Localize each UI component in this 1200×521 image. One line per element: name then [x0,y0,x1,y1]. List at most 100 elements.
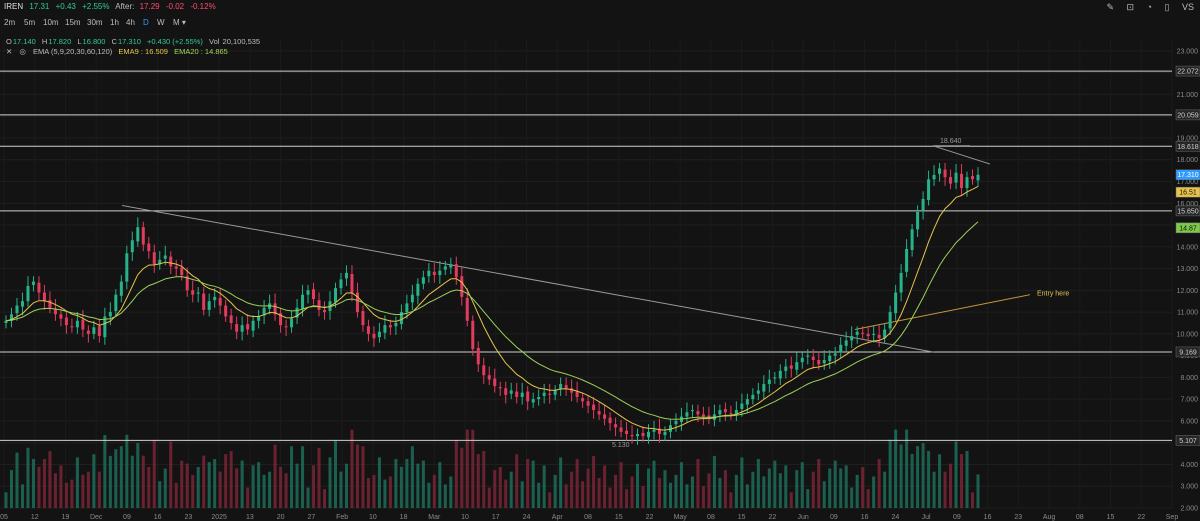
timeframe-w[interactable]: W [157,18,165,27]
volume-bar [740,457,744,508]
candle-body [158,259,162,265]
volume-bar [872,476,876,508]
candle-body [553,390,557,395]
volume-bar [663,470,667,508]
timeframe-10m[interactable]: 10m [43,18,59,27]
volume-bar [570,471,574,508]
volume-bar [531,460,535,508]
candle-body [619,427,623,432]
timeframe-2m[interactable]: 2m [4,18,16,27]
price-tag-label: 5.107 [1179,438,1197,445]
volume-bar [262,474,266,508]
volume-bar [9,470,14,508]
candle-body [399,312,403,325]
ticker-symbol[interactable]: IREN [4,2,24,11]
x-tick-label: 09 [123,514,131,521]
volume-bar [191,474,195,508]
volume-bar [81,474,85,508]
candle-body [20,301,24,307]
compare-icon[interactable]: VS [1181,2,1194,12]
candle-body [504,388,508,395]
volume-bar [416,463,420,508]
candle-body [674,420,678,425]
candle-body [37,282,41,293]
candle-body [26,285,30,302]
candle-body [224,305,228,317]
volume-bar [344,463,348,508]
alert-icon[interactable]: ◔ [1146,2,1152,12]
candle-body [235,324,239,332]
x-tick-label: 08 [1076,514,1084,521]
candle-body [114,294,118,312]
y-tick-label: 19.000 [1177,135,1199,142]
candle-body [240,325,244,332]
candle-body [608,417,612,424]
candle-body [202,293,206,310]
candle-body [103,316,107,338]
price-tag [1175,205,1200,217]
volume-bar [366,477,370,508]
change-readout: +0.430 (+2.55%) [147,37,203,46]
volume-bar [927,450,931,508]
candle-body [597,411,601,415]
candle-body [740,403,744,409]
volume-bar [839,468,843,508]
close-label: C [111,37,117,46]
pencil-icon[interactable]: ✎ [1106,2,1114,12]
volume-bar [504,479,508,508]
volume-bar [685,484,689,508]
candle-body [257,316,261,321]
volume-bar [26,447,30,508]
candle-body [394,322,398,327]
close-icon[interactable]: ✕ [6,47,13,56]
after-hours-change: -0.02 [165,2,185,11]
visibility-icon[interactable]: ◎ [19,47,26,56]
lock-icon[interactable]: ⊡ [1126,2,1135,12]
candle-body [377,331,381,338]
candle-body [498,387,502,389]
volume-bar [833,460,837,508]
timeframe-15m[interactable]: 15m [65,18,81,27]
volume-bar [482,451,486,508]
timeframe-30m[interactable]: 30m [87,18,103,27]
volume-bar [701,485,705,508]
candle-body [509,390,513,394]
candle-body [921,198,925,211]
volume-bar [235,468,239,508]
candle-body [449,264,453,268]
volume-bar [723,470,727,508]
volume-bar [42,458,46,508]
last-price: 17.31 [29,2,50,11]
volume-bar [97,471,101,508]
ema-study-label[interactable]: EMA (5,9,20,30,60,120) [33,47,113,56]
volume-bar [273,444,277,508]
volume-bar [158,481,162,508]
x-tick-label: 22 [769,514,777,521]
volume-label: Vol [209,37,220,46]
timeframe-1h[interactable]: 1h [110,18,119,27]
volume-bar [31,459,35,508]
candle-body [312,289,316,300]
volume-bar [196,466,200,508]
candle-body [603,414,607,419]
layout-icon[interactable]: ▯ [1164,2,1170,12]
candle-body [559,383,563,390]
candle-body [641,432,645,437]
timeframe-m[interactable]: M ▾ [173,18,186,27]
low-value: 16.800 [82,37,106,46]
volume-bar [438,462,442,508]
volume-bar [328,457,332,508]
timeframe-d[interactable]: D [143,18,149,27]
price-tag [1175,186,1200,198]
volume-bar [751,471,755,508]
timeframe-5m[interactable]: 5m [24,18,36,27]
candle-body [4,320,8,323]
candle-body [855,331,859,335]
candle-body [690,410,694,412]
candle-body [932,174,936,180]
timeframe-4h[interactable]: 4h [126,18,135,27]
volume-bar [476,454,480,508]
candle-body [366,326,370,334]
volume-bar [119,446,123,508]
